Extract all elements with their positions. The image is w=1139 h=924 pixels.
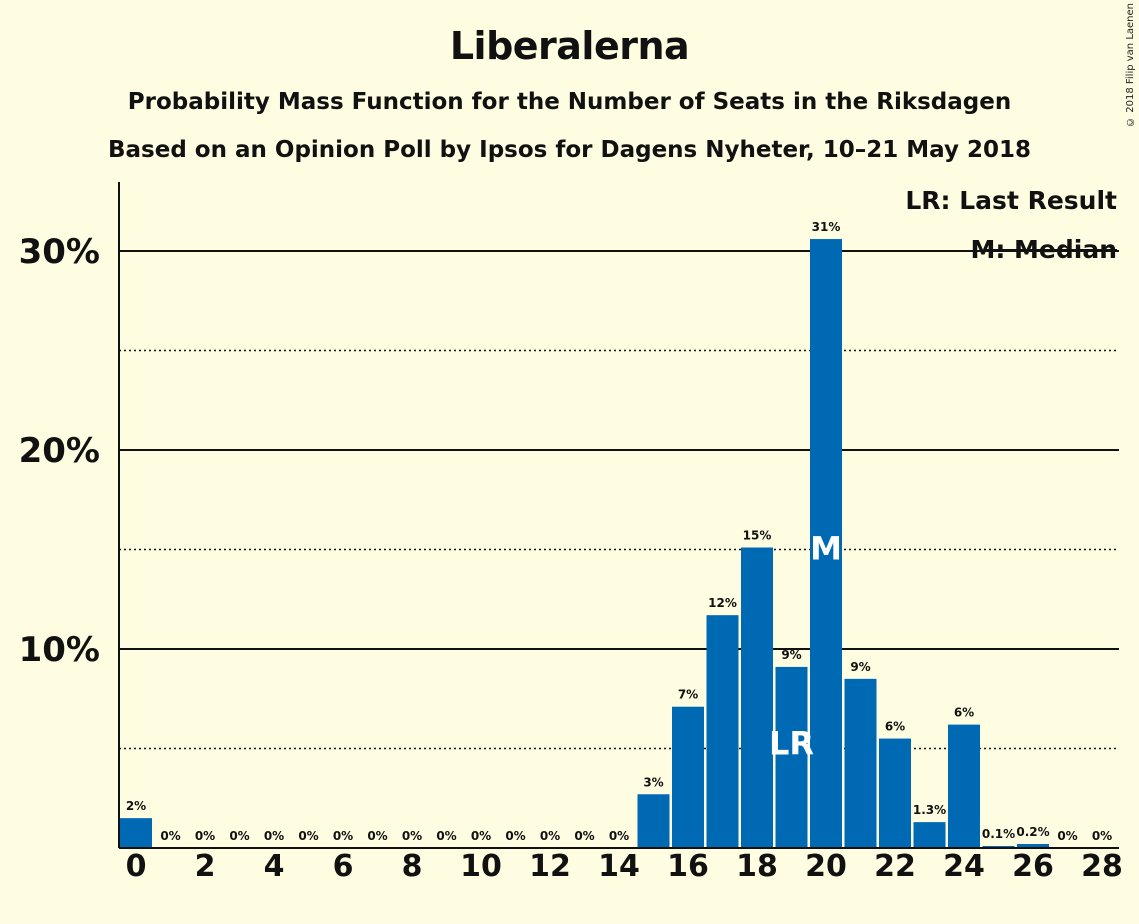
bar-value-label: 12% bbox=[708, 596, 737, 610]
bar-value-label: 0% bbox=[195, 829, 215, 843]
last-result-marker: LR bbox=[769, 725, 814, 763]
bar bbox=[637, 794, 670, 848]
bar bbox=[1017, 844, 1049, 848]
bar-value-label: 0.2% bbox=[1016, 825, 1049, 839]
bar bbox=[948, 724, 980, 848]
bar-value-label: 15% bbox=[743, 529, 772, 543]
x-tick-label: 4 bbox=[264, 849, 285, 884]
bar bbox=[775, 666, 808, 848]
x-tick-label: 24 bbox=[943, 849, 985, 884]
legend-last-result: LR: Last Result bbox=[905, 186, 1117, 215]
x-tick-label: 2 bbox=[195, 849, 216, 884]
bar-value-label: 0% bbox=[402, 829, 422, 843]
bar bbox=[844, 678, 877, 848]
bar bbox=[672, 706, 704, 848]
bar bbox=[913, 822, 946, 848]
bar-value-label: 9% bbox=[781, 648, 801, 662]
bar-value-label: 0% bbox=[229, 829, 249, 843]
chart-subtitle: Probability Mass Function for the Number… bbox=[127, 89, 1012, 115]
bar-value-label: 31% bbox=[812, 220, 841, 234]
bar-value-label: 0% bbox=[471, 829, 491, 843]
y-tick-label: 10% bbox=[19, 630, 100, 670]
x-tick-label: 20 bbox=[805, 849, 847, 884]
bar-value-label: 0% bbox=[333, 829, 353, 843]
bar-value-label: 2% bbox=[126, 799, 146, 813]
bar-value-label: 0% bbox=[367, 829, 387, 843]
x-tick-label: 8 bbox=[402, 849, 423, 884]
bar bbox=[879, 738, 911, 848]
bar-value-label: 0% bbox=[436, 829, 456, 843]
bar-value-label: 0% bbox=[540, 829, 560, 843]
y-tick-label: 30% bbox=[19, 232, 100, 272]
y-tick-label: 20% bbox=[19, 431, 100, 471]
chart-source: Based on an Opinion Poll by Ipsos for Da… bbox=[108, 137, 1031, 163]
x-tick-label: 18 bbox=[736, 849, 778, 884]
bar-value-label: 0% bbox=[1092, 829, 1112, 843]
bar-value-label: 3% bbox=[643, 775, 663, 789]
bar-value-label: 6% bbox=[954, 706, 974, 720]
axes: 10%20%30%0 2 4 6 8 10 12 14 16 18 20 22 24 26 28 bbox=[19, 182, 1123, 884]
bar-value-label: 1.3% bbox=[913, 803, 946, 817]
bar bbox=[706, 615, 739, 848]
bar-value-label: 0% bbox=[574, 829, 594, 843]
median-marker: M bbox=[810, 530, 842, 568]
bar-value-label: 6% bbox=[885, 720, 905, 734]
x-tick-label: 26 bbox=[1012, 849, 1054, 884]
x-tick-label: 16 bbox=[667, 849, 709, 884]
grid bbox=[119, 250, 1119, 750]
bar bbox=[810, 239, 842, 848]
chart-title: Liberalerna bbox=[449, 24, 690, 68]
x-tick-label: 12 bbox=[529, 849, 571, 884]
x-tick-label: 0 bbox=[126, 849, 147, 884]
bars: 2% 0% 0% 0% 0% 0% 0% 0% 0% 0% 0% 0% 0% 0% 0% 3% 7% 12% 15%… bbox=[120, 220, 1112, 848]
x-tick-label: 28 bbox=[1081, 849, 1123, 884]
bar-value-label: 0% bbox=[264, 829, 284, 843]
bar-value-label: 0% bbox=[160, 829, 180, 843]
x-tick-label: 10 bbox=[460, 849, 502, 884]
x-tick-label: 14 bbox=[598, 849, 640, 884]
bar bbox=[120, 818, 152, 848]
bar-value-label: 0% bbox=[298, 829, 318, 843]
bar bbox=[741, 547, 773, 848]
x-tick-label: 6 bbox=[333, 849, 354, 884]
bar-value-label: 0% bbox=[1057, 829, 1077, 843]
bar-value-label: 9% bbox=[850, 660, 870, 674]
bar-value-label: 7% bbox=[678, 688, 698, 702]
bar-value-label: 0% bbox=[609, 829, 629, 843]
x-tick-label: 22 bbox=[874, 849, 916, 884]
bar-value-label: 0.1% bbox=[982, 827, 1015, 841]
bar-value-label: 0% bbox=[505, 829, 525, 843]
